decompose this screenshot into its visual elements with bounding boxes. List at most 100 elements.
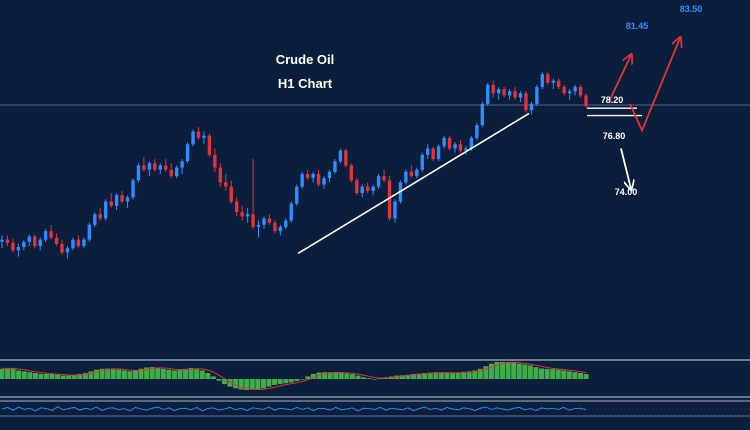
candle [278, 224, 283, 236]
candle-body [224, 182, 228, 187]
level-label-76-80: 76.80 [603, 131, 626, 141]
candle-body [218, 167, 223, 183]
oscillator-panel [0, 400, 750, 417]
candle [273, 220, 277, 234]
candle-body [458, 144, 463, 151]
candle-body [518, 93, 523, 98]
candle [491, 80, 495, 98]
macd-histogram-bar [88, 371, 94, 379]
candle [136, 163, 141, 183]
candle-body [382, 176, 386, 181]
macd-histogram-bar [516, 363, 522, 379]
candle-body [284, 220, 288, 227]
candle-body [507, 91, 512, 96]
candle-body [273, 222, 277, 232]
candle-body [376, 176, 381, 187]
candle-body [496, 89, 501, 94]
candle [207, 133, 212, 157]
candle-body [371, 186, 375, 191]
candle-body [164, 165, 168, 170]
candlestick-series [0, 72, 588, 259]
candle-body [131, 180, 135, 198]
candle [22, 239, 26, 251]
macd-histogram-bar [455, 372, 461, 379]
candle-body [147, 163, 152, 170]
macd-histogram-bar [483, 366, 489, 379]
candle-body [125, 197, 130, 202]
macd-histogram-bar [555, 369, 561, 379]
candle-body [562, 86, 566, 94]
candle [567, 89, 572, 100]
candle [431, 146, 435, 162]
candle-body [71, 239, 75, 249]
macd-histogram-bar [505, 362, 511, 379]
candle [300, 171, 304, 189]
candle [142, 156, 146, 172]
candle [529, 101, 534, 115]
macd-histogram-bar [260, 379, 266, 389]
candle-body [11, 242, 15, 251]
candle-body [442, 137, 446, 147]
candle-body [431, 148, 435, 160]
candle-body [464, 148, 468, 151]
candle [535, 84, 539, 107]
candle [393, 199, 397, 223]
macd-histogram-bar [227, 379, 233, 387]
macd-histogram-bar [361, 377, 367, 379]
candle [164, 159, 168, 172]
candle-body [355, 180, 359, 194]
macd-histogram-bar [77, 373, 83, 379]
candle [180, 159, 184, 174]
macd-histogram-bar [405, 374, 411, 379]
candle [409, 165, 414, 179]
candle [240, 205, 244, 221]
candle [125, 195, 130, 208]
level-label-83-50: 83.50 [680, 4, 703, 14]
candle-body [404, 171, 408, 183]
candle-body [169, 169, 173, 177]
macd-histogram-bar [183, 368, 189, 379]
macd-histogram-bar [433, 372, 439, 379]
candle [502, 86, 506, 98]
candle [267, 214, 272, 225]
macd-histogram-bar [294, 379, 300, 382]
macd-histogram-bar [255, 379, 261, 390]
candle-body [551, 80, 555, 83]
macd-histogram-bar [544, 368, 550, 379]
candle [16, 243, 21, 257]
candle [327, 169, 332, 183]
macd-histogram-bar [416, 373, 422, 379]
candle [49, 224, 53, 240]
candle [76, 235, 81, 249]
candle-body [567, 91, 572, 94]
candle-body [360, 186, 364, 194]
candle-body [316, 173, 321, 185]
macd-histogram-bar [533, 367, 539, 379]
macd-histogram-bar [94, 369, 100, 379]
candle [316, 169, 321, 187]
macd-histogram-bar [110, 368, 116, 379]
candle-body [278, 226, 283, 232]
macd-histogram-bar [99, 368, 105, 379]
candle [5, 235, 10, 247]
macd-histogram-bar [82, 373, 88, 379]
macd-histogram-bar [322, 372, 328, 379]
macd-histogram-bar [288, 379, 294, 383]
candle-body [93, 214, 97, 225]
macd-histogram-bar [244, 379, 250, 391]
macd-histogram-bar [116, 369, 122, 379]
macd-histogram-bar [166, 369, 172, 379]
macd-histogram-bar [160, 368, 166, 379]
macd-histogram-bar [488, 363, 494, 379]
macd-panel [0, 359, 750, 398]
bull-arrow-to-83-50 [629, 38, 680, 133]
candle [93, 212, 97, 227]
ascending-trendline [297, 112, 530, 255]
candle [153, 159, 157, 172]
candle-body [5, 239, 10, 243]
candle-body [491, 84, 495, 94]
candle-body [82, 239, 86, 247]
macd-histogram-bar [194, 368, 200, 379]
candle-body [174, 167, 179, 177]
